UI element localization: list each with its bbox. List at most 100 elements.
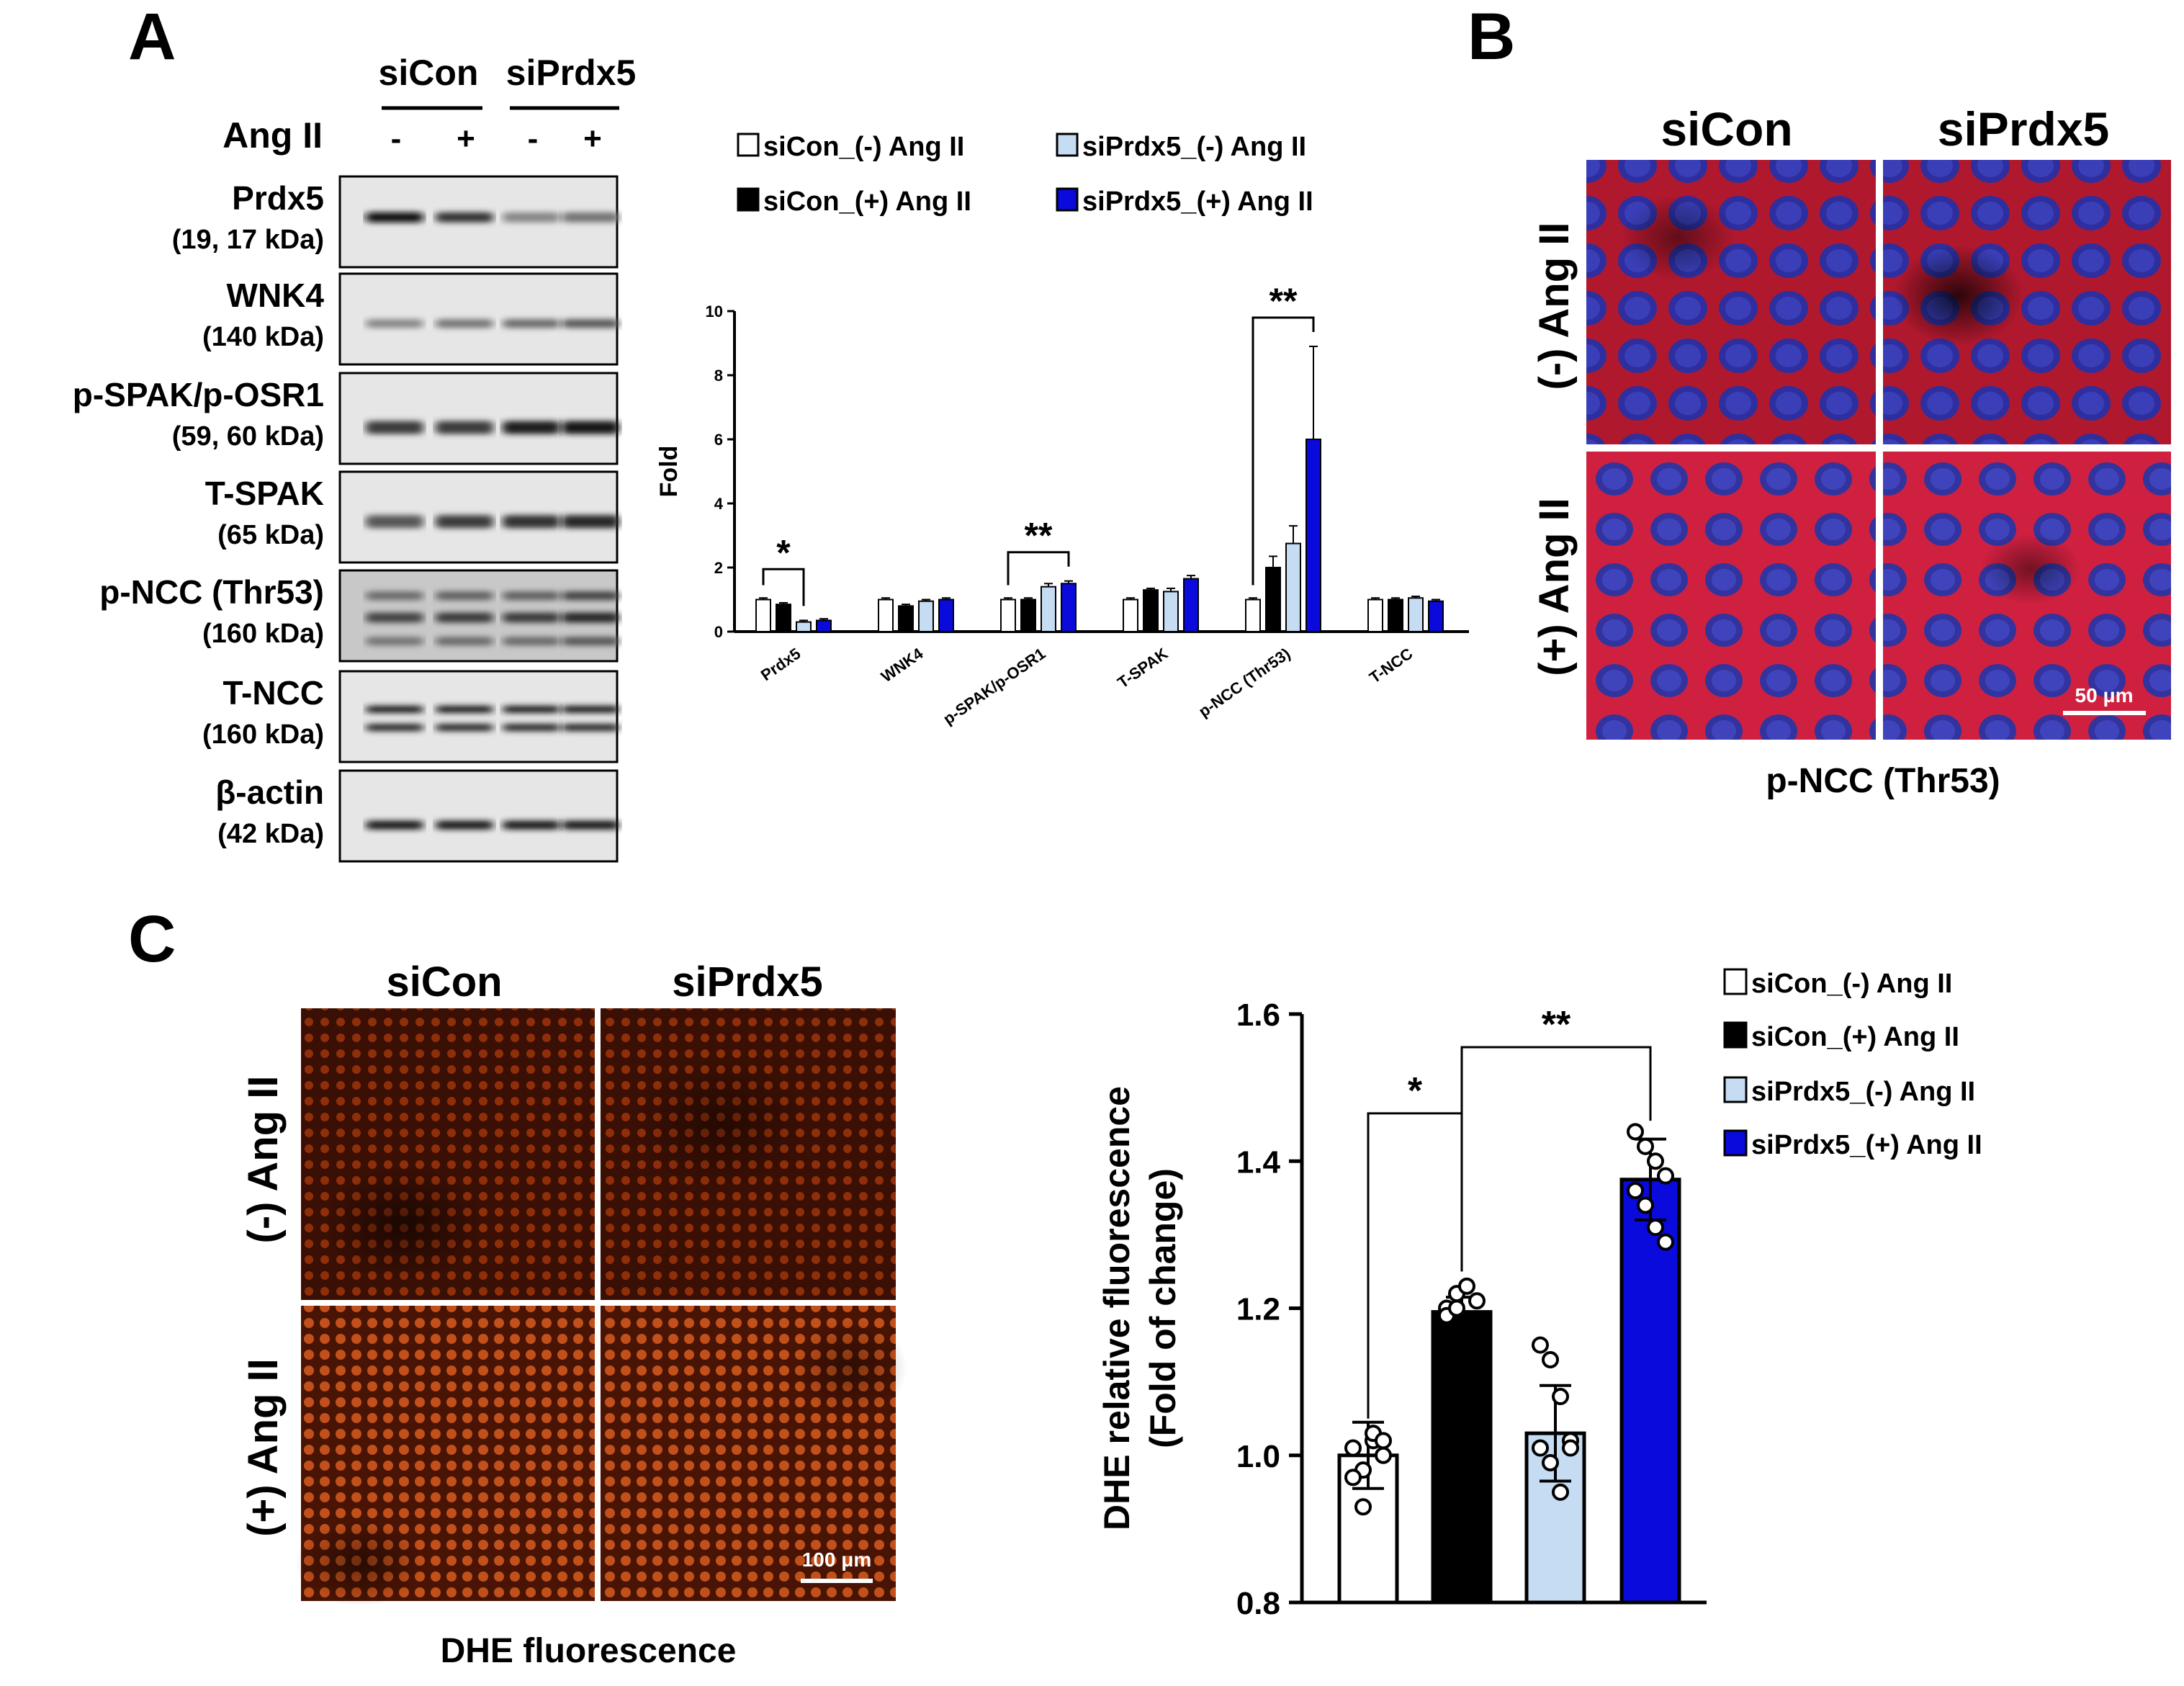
chart-a-bar <box>1000 598 1016 632</box>
wb-band-kda: (160 kDa) <box>202 619 324 649</box>
wb-band <box>366 612 423 623</box>
wb-band <box>436 724 493 732</box>
legend-c-swatch-siprdx5-minus <box>1723 1076 1748 1103</box>
chart-a-y-tick-label: 6 <box>714 431 723 449</box>
chart-c-bar <box>1619 1178 1681 1605</box>
dhe-scale-text: 100 μm <box>802 1548 872 1571</box>
chart-c-data-point <box>1354 1498 1372 1516</box>
wb-band <box>366 319 423 328</box>
dhe-col-label-siprdx5: siPrdx5 <box>672 959 823 1005</box>
chart-a-bar <box>755 598 771 632</box>
wb-band <box>562 820 619 830</box>
chart-a-y-tick-label: 4 <box>714 495 724 513</box>
if-image-sicon-plus <box>1586 452 1876 740</box>
wb-band <box>366 820 423 830</box>
chart-a-bar <box>816 619 832 632</box>
chart-c-data-point <box>1542 1350 1559 1368</box>
chart-a-significance-bracket <box>1007 551 1070 586</box>
legend-a-label-sicon-minus: siCon_(-) Ang II <box>763 132 964 162</box>
wb-band <box>436 820 493 830</box>
legend-a-swatch-siprdx5-minus <box>1056 133 1079 157</box>
chart-a-bar <box>1285 542 1301 632</box>
chart-a-bar <box>938 598 954 632</box>
wb-band <box>436 705 493 713</box>
wb-band <box>366 421 423 434</box>
chart-a-bar <box>918 600 934 632</box>
chart-a-bar <box>1265 567 1281 632</box>
wb-blot-frame <box>338 372 619 465</box>
wb-band <box>436 637 493 646</box>
chart-c-data-point <box>1647 1219 1664 1237</box>
wb-band <box>503 705 560 713</box>
wb-band-kda: (59, 60 kDa) <box>172 421 324 452</box>
chart-a-bar <box>1388 598 1403 632</box>
chart-c-data-point <box>1552 1388 1569 1406</box>
chart-c-y-tick-label: 1.6 <box>1236 997 1280 1033</box>
wb-row: p-SPAK/p-OSR1 (59, 60 kDa) <box>73 372 619 465</box>
dhe-image-panel: siCon siPrdx5 (-) Ang II (+) Ang II 100 … <box>240 959 907 1670</box>
wb-lane-sign-3: - <box>528 121 539 156</box>
chart-a-category-label: T-NCC <box>1366 645 1416 687</box>
chart-c-data-point <box>1532 1439 1549 1457</box>
chart-c-significance-bracket <box>1460 1046 1652 1121</box>
chart-c-y-tick-label: 0.8 <box>1236 1586 1280 1621</box>
wb-band <box>366 591 423 601</box>
chart-a-bar <box>1061 583 1077 632</box>
if-image-sicon-minus <box>1586 160 1876 444</box>
wb-band <box>562 637 619 646</box>
wb-band <box>562 705 619 713</box>
chart-a-significance-bracket <box>762 568 805 606</box>
chart-c-data-point <box>1637 1196 1654 1214</box>
legend-a-swatch-sicon-minus <box>737 133 760 157</box>
wb-band-name: T-SPAK <box>205 475 324 512</box>
wb-row: β-actin (42 kDa) <box>215 769 619 863</box>
chart-a-significance-bracket <box>1251 316 1315 586</box>
wb-band <box>562 515 619 529</box>
chart-c-data-point <box>1375 1432 1392 1450</box>
chart-a-bar <box>1143 589 1159 633</box>
immunofluorescence-panel: siCon siPrdx5 (-) Ang II (+) Ang II 50 μ… <box>1531 102 2171 800</box>
chart-c-significance-label: * <box>1408 1070 1423 1112</box>
wb-band <box>366 515 423 529</box>
wb-row: T-NCC (160 kDa) <box>202 670 619 763</box>
wb-band <box>366 705 423 713</box>
chart-a-category-label: T-SPAK <box>1114 645 1171 692</box>
wb-band-kda: (160 kDa) <box>202 719 324 750</box>
legend-c-swatch-sicon-minus <box>1723 968 1748 995</box>
wb-band <box>366 724 423 732</box>
chart-a-category-label: Prdx5 <box>758 645 804 685</box>
chart-a-bar <box>1123 598 1138 632</box>
wb-band <box>436 515 493 529</box>
chart-c-data-point <box>1647 1152 1664 1170</box>
dhe-col-label-sicon: siCon <box>386 959 502 1005</box>
if-col-label-sicon: siCon <box>1661 102 1792 156</box>
wb-band-kda: (140 kDa) <box>202 322 324 352</box>
wb-band-name: WNK4 <box>227 277 325 314</box>
chart-c-data-point <box>1627 1182 1644 1200</box>
chart-a-y-label: Fold <box>655 446 683 498</box>
dhe-row-label-plus: (+) Ang II <box>240 1358 287 1537</box>
wb-band <box>562 591 619 601</box>
if-shadow-2 <box>1620 194 1735 281</box>
dhe-caption: DHE fluorescence <box>441 1632 737 1670</box>
wb-band <box>562 212 619 223</box>
chart-a-bar <box>1306 439 1321 632</box>
wb-row: T-SPAK (65 kDa) <box>205 470 619 564</box>
wb-blot-frame <box>338 670 619 763</box>
wb-band <box>436 319 493 328</box>
legend-c-label-sicon-plus: siCon_(+) Ang II <box>1751 1022 1959 1052</box>
wb-band-name: Prdx5 <box>232 179 324 217</box>
legend-a: siCon_(-) Ang II siCon_(+) Ang II siPrdx… <box>737 132 1313 217</box>
legend-c-swatch-sicon-plus <box>1723 1021 1748 1049</box>
wb-band <box>503 212 560 223</box>
wb-band <box>503 319 560 328</box>
legend-a-swatch-sicon-plus <box>737 187 760 212</box>
wb-band <box>562 319 619 328</box>
chart-a-bar <box>1041 586 1056 633</box>
dhe-shadow-4 <box>792 1318 907 1419</box>
panel-letter-b: B <box>1468 0 1515 73</box>
if-caption: p-NCC (Thr53) <box>1766 762 2000 800</box>
chart-c-y-tick-label: 1.4 <box>1236 1144 1281 1180</box>
wb-group-sicon: siCon <box>379 53 479 93</box>
